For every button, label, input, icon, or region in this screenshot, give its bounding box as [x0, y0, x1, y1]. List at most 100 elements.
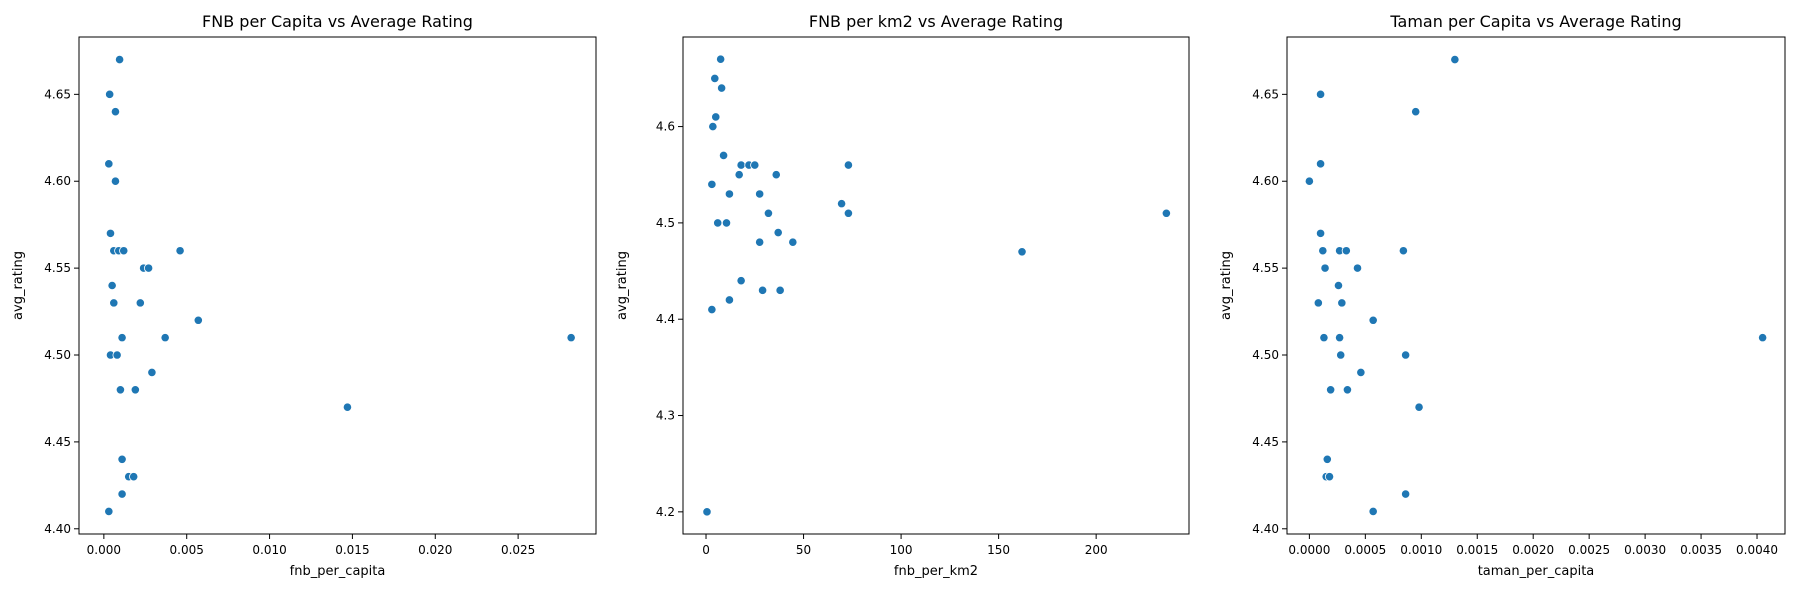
data-point	[1322, 454, 1332, 464]
data-point	[115, 385, 126, 395]
data-point	[1320, 263, 1330, 273]
data-point	[1414, 402, 1424, 412]
panel-fnb-per-capita: FNB per Capita vs Average Rating 0.000 0.0…	[11, 12, 597, 579]
data-point	[119, 246, 129, 256]
data-point	[1398, 246, 1408, 256]
data-point	[707, 179, 717, 189]
data-point	[135, 298, 145, 308]
y-tick-label: 4.65	[1252, 87, 1279, 101]
x-tick-label: 0.0010	[1400, 543, 1442, 557]
data-point	[1411, 107, 1421, 117]
x-tick-label: 50	[796, 543, 811, 557]
data-point	[566, 333, 576, 343]
data-point	[1319, 333, 1329, 343]
data-point	[718, 150, 729, 161]
y-tick-label: 4.60	[1252, 174, 1279, 188]
data-point	[707, 304, 717, 315]
data-point	[734, 170, 744, 180]
data-point	[771, 170, 781, 180]
data-point	[114, 54, 125, 65]
x-tick-label: 200	[1085, 543, 1108, 557]
x-tick-label: 0.0030	[1624, 543, 1666, 557]
y-tick-label: 4.45	[1252, 435, 1279, 449]
y-tick-label: 4.40	[44, 522, 71, 536]
data-point	[1368, 315, 1378, 325]
data-point	[713, 218, 723, 228]
data-point	[843, 160, 854, 170]
data-point	[193, 315, 203, 325]
x-tick-label: 0.0005	[1344, 543, 1386, 557]
y-tick-label: 4.50	[1252, 348, 1279, 362]
data-point	[105, 89, 115, 99]
data-point	[160, 333, 170, 343]
plot-area-frame	[682, 36, 1190, 535]
data-point	[1401, 489, 1411, 499]
data-point	[147, 367, 157, 377]
y-tick-label: 4.3	[656, 409, 675, 423]
data-point	[724, 295, 735, 305]
data-point	[708, 121, 718, 132]
data-point	[1352, 263, 1363, 273]
data-point	[1318, 246, 1328, 256]
x-tick-label: 0.0000	[1288, 543, 1330, 557]
data-point	[1336, 350, 1346, 360]
data-point	[129, 472, 139, 482]
y-tick-label: 4.40	[1252, 522, 1279, 536]
data-point	[710, 73, 720, 84]
x-axis-label: fnb_per_km2	[894, 564, 978, 579]
x-tick-label: 0.005	[170, 543, 204, 557]
data-point	[717, 83, 727, 93]
y-tick-label: 4.60	[44, 174, 71, 188]
data-point	[117, 454, 127, 464]
data-point	[724, 189, 735, 199]
y-tick-label: 4.2	[656, 505, 675, 519]
panel-taman-per-capita: Taman per Capita vs Average Rating 0.0000…	[1219, 12, 1786, 579]
data-point	[107, 280, 117, 291]
data-point	[110, 107, 121, 117]
data-point	[110, 176, 121, 186]
x-tick-label: 0.000	[87, 543, 121, 557]
x-axis-label: taman_per_capita	[1478, 564, 1595, 579]
data-point	[117, 489, 127, 499]
y-tick-label: 4.5	[656, 216, 675, 230]
x-tick-label: 0.0025	[1568, 543, 1610, 557]
data-point	[757, 285, 768, 295]
data-point	[104, 506, 114, 517]
chart-title: FNB per Capita vs Average Rating	[202, 12, 473, 31]
data-point	[711, 112, 721, 122]
data-point	[1161, 208, 1171, 218]
data-point	[1450, 54, 1460, 65]
data-point	[105, 228, 116, 238]
data-point	[342, 402, 353, 412]
data-point	[130, 385, 140, 395]
data-point	[763, 208, 774, 218]
x-tick-label: 0.0015	[1456, 543, 1498, 557]
x-tick-label: 0.025	[501, 543, 535, 557]
data-point	[1368, 506, 1378, 517]
data-point	[175, 246, 185, 256]
data-point	[843, 208, 854, 218]
y-axis-label: avg_rating	[615, 251, 630, 320]
data-point	[1333, 280, 1344, 291]
data-point	[1337, 298, 1347, 308]
x-tick-label: 0.0035	[1680, 543, 1722, 557]
y-tick-label: 4.65	[44, 87, 71, 101]
data-point	[1334, 333, 1345, 343]
data-point	[1356, 367, 1366, 377]
data-point	[109, 298, 119, 308]
y-axis-label: avg_rating	[1219, 251, 1234, 320]
data-point	[755, 237, 765, 247]
data-point	[1341, 246, 1351, 256]
y-tick-label: 4.50	[44, 348, 71, 362]
data-point	[104, 159, 114, 169]
data-point	[1342, 385, 1353, 395]
y-tick-label: 4.55	[1252, 261, 1279, 275]
data-point	[755, 189, 765, 199]
x-tick-label: 0.020	[418, 543, 452, 557]
data-point	[702, 507, 712, 517]
data-point	[1324, 472, 1335, 482]
data-point	[1017, 247, 1027, 257]
y-tick-label: 4.4	[656, 312, 675, 326]
x-axis-label: fnb_per_capita	[290, 564, 386, 579]
